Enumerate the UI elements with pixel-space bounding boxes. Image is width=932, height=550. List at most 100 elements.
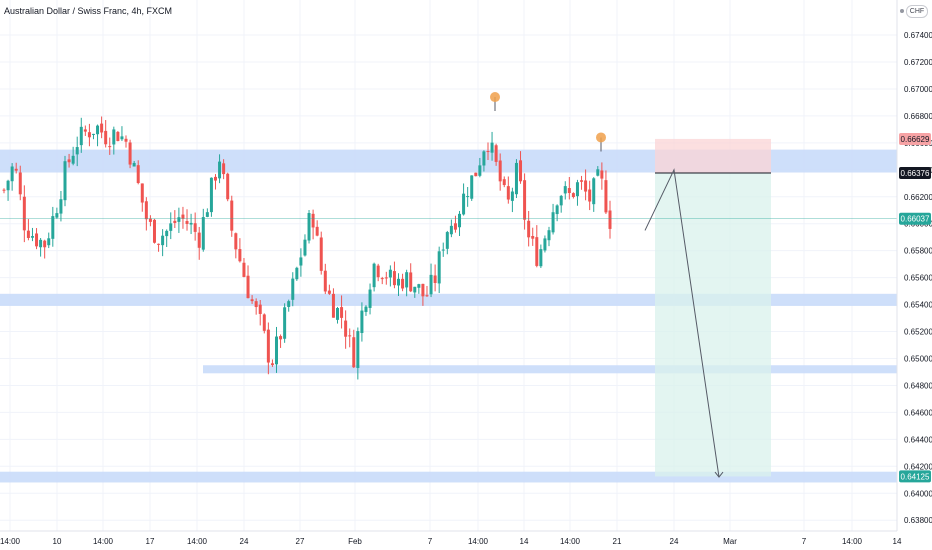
candle-body — [266, 329, 270, 363]
candle-body — [344, 320, 348, 337]
target-price-tag: 0.64125 — [899, 470, 931, 483]
candle-body — [108, 146, 112, 148]
candle-body — [140, 183, 144, 203]
candle-body — [437, 251, 441, 284]
candle-body — [575, 182, 579, 197]
price-axis[interactable]: 0.674000.672000.670000.668000.666000.664… — [896, 0, 932, 531]
candle-body — [75, 147, 79, 155]
candle-body — [555, 205, 559, 215]
candle-body — [230, 200, 234, 231]
candle-body — [458, 213, 462, 228]
x-tick-label: Feb — [348, 537, 362, 546]
candle-body — [209, 177, 213, 213]
candle-body — [466, 196, 470, 198]
zone-rect[interactable] — [203, 365, 897, 374]
tag-box — [899, 167, 931, 180]
candle-body — [608, 210, 612, 229]
candle-body — [10, 166, 14, 182]
candle-body — [584, 180, 588, 192]
tag-box — [899, 212, 931, 225]
candle-body — [67, 159, 71, 163]
candle-body — [51, 216, 55, 239]
y-tick-label: 0.66200 — [904, 193, 932, 202]
candle-body — [246, 275, 250, 299]
target-zone — [655, 173, 771, 477]
candle-body — [201, 217, 205, 250]
candle-body — [254, 301, 258, 308]
candle-body — [580, 180, 584, 182]
candle-body — [242, 262, 246, 277]
candle-body — [523, 180, 527, 220]
candle-body — [148, 218, 152, 222]
y-tick-label: 0.64400 — [904, 435, 932, 444]
currency-chip[interactable]: CHF — [906, 5, 928, 18]
y-tick-label: 0.65600 — [904, 274, 932, 283]
x-tick-label: 14:00 — [468, 537, 489, 546]
y-tick-label: 0.67400 — [904, 31, 932, 40]
candle-body — [360, 310, 364, 334]
candle-body — [588, 189, 592, 202]
candle-body — [35, 233, 39, 247]
candle-body — [43, 240, 47, 248]
candle-body — [498, 160, 502, 182]
candle-body — [311, 213, 315, 228]
zone-rect[interactable] — [0, 471, 897, 483]
candle-body — [218, 161, 222, 179]
candle-body — [421, 283, 425, 297]
tag-label: 0.66629 — [901, 135, 930, 144]
candle-body — [510, 191, 514, 201]
candle-body — [132, 162, 136, 167]
candle-body — [462, 193, 466, 215]
candle-body — [258, 304, 262, 314]
candle-body — [592, 178, 596, 205]
x-tick-label: 14:00 — [842, 537, 863, 546]
candle-body — [433, 275, 437, 283]
candle-body — [226, 173, 230, 200]
candle-body — [96, 125, 100, 135]
marker-circle — [596, 132, 606, 143]
candle-body — [152, 219, 156, 243]
candle-body — [567, 188, 571, 194]
candle-body — [417, 284, 421, 288]
high-markers[interactable] — [490, 92, 606, 152]
candle-body — [291, 278, 295, 300]
x-tick-label: 21 — [613, 537, 622, 546]
candle-body — [409, 272, 413, 292]
candle-body — [197, 232, 201, 248]
candle-body — [165, 230, 169, 237]
y-tick-label: 0.63800 — [904, 516, 932, 525]
x-tick-label: 14:00 — [187, 537, 208, 546]
candle-body — [364, 306, 368, 312]
x-tick-label: 24 — [670, 537, 679, 546]
candle-body — [104, 130, 108, 145]
x-tick-label: 10 — [53, 537, 62, 546]
stop-zone — [655, 138, 771, 174]
candle-body — [169, 223, 173, 231]
candle-body — [388, 269, 392, 278]
candle-body — [136, 165, 140, 183]
candle-body — [551, 212, 555, 233]
candle-body — [531, 236, 535, 239]
candle-body — [124, 138, 128, 142]
candle-body — [112, 129, 116, 145]
candle-body — [445, 232, 449, 249]
y-tick-label: 0.67000 — [904, 85, 932, 94]
candle-body — [181, 214, 185, 219]
candle-body — [372, 263, 376, 288]
short-position-tool[interactable] — [655, 138, 771, 477]
projection-drawing[interactable] — [644, 168, 724, 478]
y-tick-label: 0.67200 — [904, 58, 932, 67]
candle-body — [397, 278, 401, 286]
candle-body — [519, 160, 523, 182]
time-axis[interactable]: 14:00 10 14:00 17 14:00 24 27 Feb 7 14:00 14 14:00 2… — [0, 530, 902, 546]
price-tags: 0.66629 0.66376 0.66037 0.64125 — [899, 132, 931, 483]
candle-body — [482, 151, 486, 166]
candle-body — [571, 193, 575, 198]
candle-body — [307, 213, 311, 241]
candle-body — [315, 226, 319, 236]
candle-body — [547, 230, 551, 241]
tag-box — [899, 132, 931, 145]
candle-body — [144, 201, 148, 220]
x-tick-label: 24 — [240, 537, 249, 546]
